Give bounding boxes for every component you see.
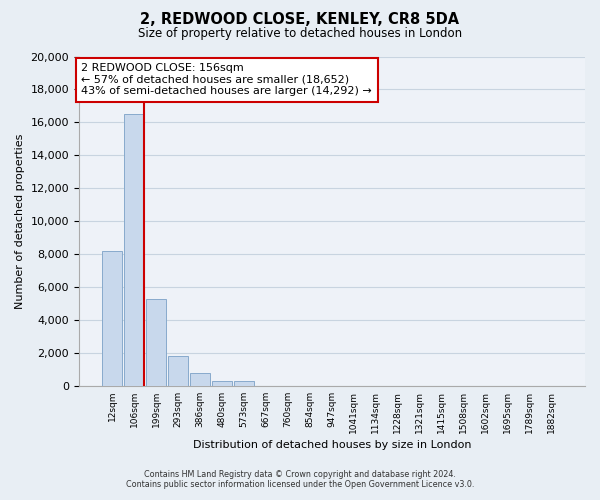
Bar bbox=[212, 381, 232, 386]
Y-axis label: Number of detached properties: Number of detached properties bbox=[15, 134, 25, 309]
Bar bbox=[234, 381, 254, 386]
Bar bbox=[102, 251, 122, 386]
Text: Contains HM Land Registry data © Crown copyright and database right 2024.
Contai: Contains HM Land Registry data © Crown c… bbox=[126, 470, 474, 489]
X-axis label: Distribution of detached houses by size in London: Distribution of detached houses by size … bbox=[193, 440, 471, 450]
Text: Size of property relative to detached houses in London: Size of property relative to detached ho… bbox=[138, 28, 462, 40]
Text: 2, REDWOOD CLOSE, KENLEY, CR8 5DA: 2, REDWOOD CLOSE, KENLEY, CR8 5DA bbox=[140, 12, 460, 28]
Bar bbox=[124, 114, 144, 386]
Bar bbox=[190, 373, 210, 386]
Bar bbox=[168, 356, 188, 386]
Text: 2 REDWOOD CLOSE: 156sqm
← 57% of detached houses are smaller (18,652)
43% of sem: 2 REDWOOD CLOSE: 156sqm ← 57% of detache… bbox=[82, 63, 372, 96]
Bar bbox=[146, 298, 166, 386]
